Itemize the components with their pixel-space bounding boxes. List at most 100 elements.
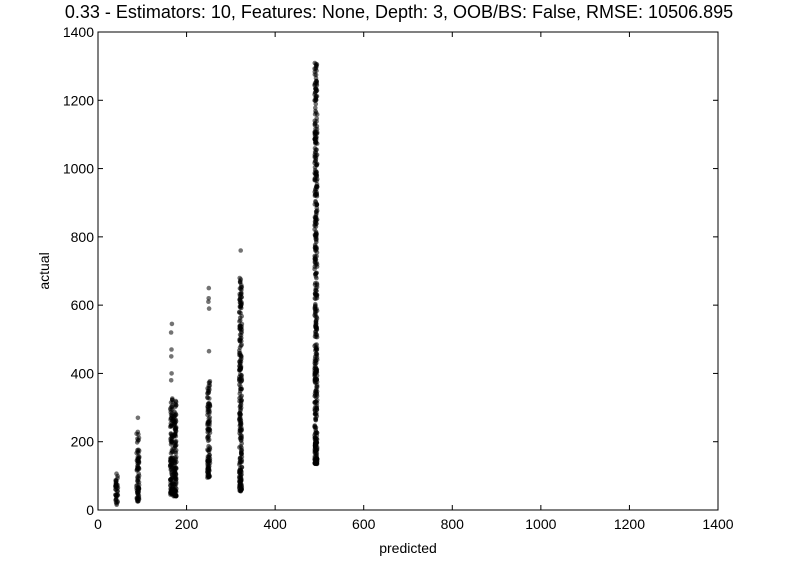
data-point [314,262,320,267]
data-point [173,442,179,448]
data-point [239,372,244,378]
data-point [314,314,319,320]
data-point [239,438,244,443]
data-point [134,468,140,473]
y-tick-label: 1000 [63,161,94,177]
data-point [207,379,213,384]
data-point [312,256,318,261]
data-point [114,471,119,477]
data-point [135,415,141,421]
data-point [314,172,319,177]
data-point [239,398,244,403]
data-point [238,479,243,484]
data-point [314,232,319,237]
data-point [238,318,243,323]
x-tick-label: 0 [94,516,102,532]
data-point [136,486,141,492]
data-point [313,334,319,340]
data-point [312,72,318,77]
data-point [313,370,319,375]
data-point [135,449,141,455]
data-point [238,386,243,392]
data-point [206,306,212,311]
data-point [238,291,244,297]
data-point [237,416,242,422]
data-point [205,436,210,441]
data-point [312,296,318,301]
data-point [206,296,211,301]
data-point [313,461,318,467]
data-point [239,447,245,453]
data-point [173,438,179,444]
data-point [313,217,318,222]
data-point [312,66,317,71]
data-point [173,454,179,460]
data-point [207,415,213,420]
data-point [114,492,119,497]
x-tick-label: 800 [441,516,465,532]
data-point [313,248,319,253]
x-axis-label: predicted [379,540,437,556]
axis-ticks: 0 200 400 600 800 1000 1200 1400 0 200 400 600 800 10… [63,24,734,532]
data-point [113,484,119,489]
data-point [314,430,320,435]
data-point [237,431,242,436]
data-point [172,432,178,438]
data-point [205,394,210,400]
data-point [173,482,178,488]
data-point [314,86,319,91]
data-point [238,248,243,253]
data-point [237,423,243,428]
data-point [313,75,319,81]
data-point [314,306,319,312]
data-point [173,412,178,418]
data-point [206,285,212,291]
data-point [173,402,179,408]
data-point [314,184,319,190]
data-point [237,348,242,353]
data-point [114,478,119,484]
chart-title: 0.33 - Estimators: 10, Features: None, D… [64,2,734,22]
data-point [312,391,318,396]
data-point [237,359,242,365]
data-point [313,139,318,145]
data-point [136,454,142,459]
data-point [237,309,242,315]
data-point [314,318,319,323]
data-point [168,330,174,335]
data-point [312,80,318,86]
data-point [206,299,211,305]
data-point [237,455,243,461]
data-point [172,409,177,415]
data-point [312,291,318,297]
data-point [173,399,179,405]
data-point [169,347,174,352]
data-point [173,466,179,471]
x-tick-label: 1400 [702,516,733,532]
plot-frame [97,31,719,511]
data-point [314,238,319,243]
data-point [312,167,318,173]
data-point [134,431,139,437]
data-point [239,329,244,334]
data-point [135,478,140,484]
data-point [312,227,317,232]
data-point [237,382,242,388]
data-point [169,354,174,359]
data-point [173,428,179,434]
data-point [314,456,320,462]
data-point [238,363,244,369]
data-point [238,343,244,349]
data-point [173,478,178,483]
x-tick-label: 600 [352,516,376,532]
data-point [314,221,319,226]
data-point [313,417,319,423]
data-point [312,152,318,157]
data-point [238,472,243,478]
data-point [313,271,318,277]
data-point [206,472,212,477]
data-point [314,191,320,197]
data-point [313,280,318,286]
data-points [113,60,320,508]
